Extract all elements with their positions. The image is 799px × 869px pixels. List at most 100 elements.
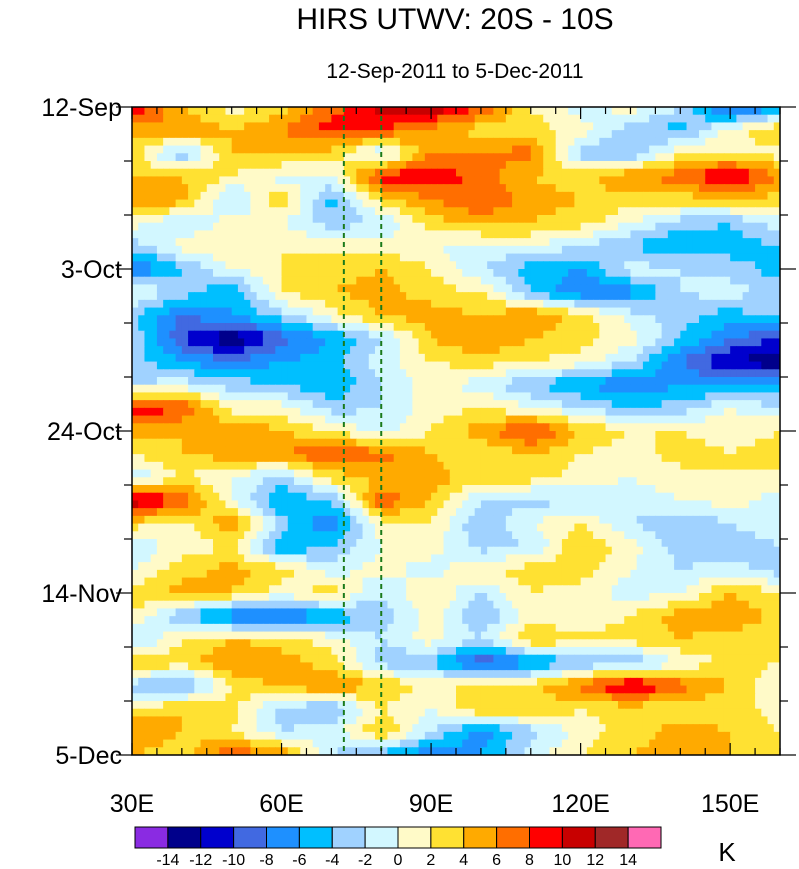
heatmap-cell [181, 261, 189, 270]
heatmap-cell [456, 130, 463, 139]
heatmap-cell [294, 400, 301, 409]
heatmap-cell [387, 400, 395, 409]
heatmap-cell [437, 431, 445, 440]
heatmap-cell [605, 107, 613, 116]
heatmap-cell [755, 299, 762, 309]
heatmap-cell [375, 176, 382, 185]
heatmap-cell [331, 130, 339, 139]
heatmap-cell [474, 107, 482, 116]
heatmap-cell [605, 469, 613, 478]
heatmap-cell [294, 107, 301, 116]
heatmap-cell [555, 191, 563, 201]
heatmap-cell [362, 369, 370, 378]
heatmap-cell [599, 423, 607, 432]
heatmap-cell [318, 222, 326, 232]
heatmap-cell [412, 184, 420, 193]
heatmap-cell [667, 338, 675, 347]
heatmap-cell [325, 361, 332, 370]
heatmap-cell [412, 446, 420, 455]
heatmap-cell [723, 307, 731, 316]
heatmap-cell [742, 215, 750, 224]
heatmap-cell [144, 191, 152, 201]
heatmap-cell [331, 323, 339, 332]
heatmap-cell [586, 299, 594, 309]
heatmap-cell [512, 338, 519, 347]
heatmap-cell [431, 284, 438, 293]
heatmap-cell [300, 307, 308, 316]
heatmap-cell [630, 461, 638, 471]
heatmap-cell [437, 284, 445, 293]
heatmap-cell [381, 461, 389, 471]
heatmap-cell [337, 292, 345, 301]
heatmap-cell [163, 245, 170, 255]
heatmap-cell [287, 176, 295, 185]
heatmap-cell [356, 161, 364, 170]
heatmap-cell [275, 269, 283, 278]
heatmap-cell [206, 369, 214, 378]
heatmap-cell [312, 276, 320, 286]
heatmap-cell [237, 338, 245, 347]
heatmap-cell [181, 454, 189, 463]
heatmap-cell [530, 469, 538, 478]
heatmap-cell [456, 184, 463, 193]
heatmap-cell [250, 276, 258, 286]
heatmap-cell [549, 215, 557, 224]
heatmap-cell [711, 315, 719, 324]
heatmap-cell [593, 130, 600, 139]
heatmap-cell [406, 461, 413, 471]
heatmap-cell [350, 346, 357, 355]
heatmap-cell [393, 292, 401, 301]
heatmap-cell [144, 230, 152, 239]
heatmap-cell [480, 454, 488, 463]
heatmap-cell [655, 299, 663, 309]
heatmap-cell [561, 454, 569, 463]
heatmap-cell [381, 238, 389, 247]
heatmap-cell [132, 199, 139, 208]
heatmap-cell [449, 407, 457, 417]
heatmap-cell [649, 215, 656, 224]
heatmap-cell [543, 107, 551, 116]
heatmap-cell [512, 315, 519, 324]
heatmap-cell [275, 353, 283, 363]
heatmap-cell [530, 137, 538, 147]
heatmap-cell [723, 377, 731, 386]
heatmap-cell [318, 423, 326, 432]
heatmap-cell [144, 461, 152, 471]
heatmap-cell [356, 454, 364, 463]
heatmap-cell [593, 361, 600, 370]
heatmap-cell [717, 469, 725, 478]
heatmap-cell [736, 207, 744, 216]
heatmap-cell [705, 353, 713, 363]
heatmap-cell [736, 423, 744, 432]
heatmap-cell [530, 276, 538, 286]
heatmap-cell [138, 269, 146, 278]
heatmap-cell [281, 215, 289, 224]
heatmap-cell [580, 269, 588, 278]
heatmap-cell [730, 292, 737, 301]
heatmap-cell [294, 299, 301, 309]
heatmap-cell [337, 176, 345, 185]
heatmap-cell [188, 361, 195, 370]
heatmap-cell [387, 114, 395, 124]
heatmap-cell [356, 469, 364, 478]
heatmap-cell [649, 137, 656, 147]
heatmap-cell [406, 184, 413, 193]
heatmap-cell [487, 207, 494, 216]
heatmap-cell [605, 253, 613, 262]
heatmap-cell [449, 384, 457, 394]
heatmap-cell [138, 369, 146, 378]
heatmap-cell [381, 168, 389, 178]
heatmap-cell [144, 477, 152, 486]
heatmap-cell [543, 168, 551, 178]
heatmap-cell [225, 369, 233, 378]
heatmap-cell [761, 168, 769, 178]
heatmap-cell [462, 168, 470, 178]
heatmap-cell [686, 230, 694, 239]
heatmap-cell [318, 330, 326, 340]
heatmap-cell [580, 438, 588, 448]
heatmap-cell [649, 454, 656, 463]
heatmap-cell [574, 384, 582, 394]
heatmap-cell [443, 392, 451, 401]
heatmap-cell [375, 292, 382, 301]
heatmap-cell [723, 384, 731, 394]
